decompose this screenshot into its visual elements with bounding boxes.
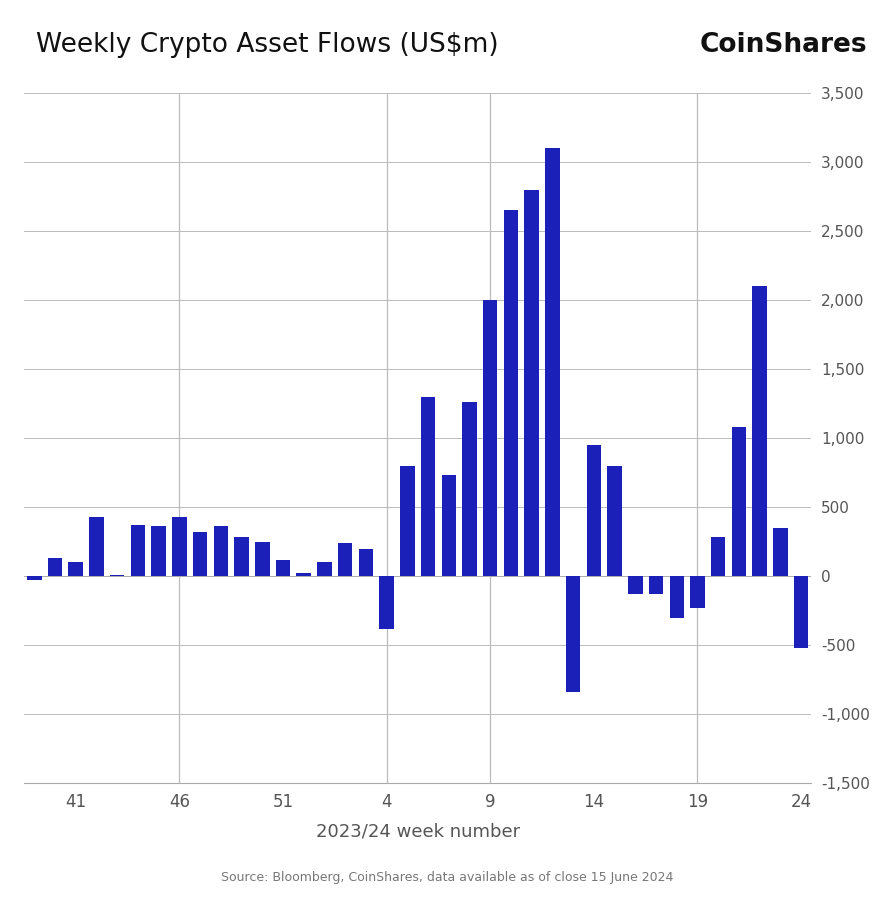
Bar (401, 465, 415, 576)
Bar (47, 558, 63, 576)
Bar (379, 576, 394, 628)
Text: CoinShares: CoinShares (699, 32, 867, 58)
Bar (566, 576, 580, 692)
Bar (773, 527, 788, 576)
X-axis label: 2023/24 week number: 2023/24 week number (316, 822, 519, 840)
Bar (151, 526, 166, 576)
Bar (503, 211, 519, 576)
Bar (131, 525, 145, 576)
Bar (317, 562, 332, 576)
Bar (586, 445, 601, 576)
Bar (27, 576, 41, 580)
Bar (358, 548, 373, 576)
Bar (193, 532, 207, 576)
Bar (794, 576, 808, 648)
Bar (110, 575, 124, 576)
Bar (690, 576, 704, 608)
Bar (442, 475, 456, 576)
Bar (731, 427, 746, 576)
Bar (173, 517, 187, 576)
Bar (545, 148, 560, 576)
Bar (69, 562, 83, 576)
Bar (525, 190, 539, 576)
Bar (753, 286, 767, 576)
Bar (234, 537, 249, 576)
Bar (255, 542, 269, 576)
Bar (421, 397, 435, 576)
Bar (711, 537, 725, 576)
Bar (297, 573, 311, 576)
Bar (214, 526, 228, 576)
Bar (607, 465, 622, 576)
Text: Source: Bloomberg, CoinShares, data available as of close 15 June 2024: Source: Bloomberg, CoinShares, data avai… (221, 871, 673, 884)
Bar (275, 560, 291, 576)
Bar (670, 576, 684, 617)
Bar (338, 543, 352, 576)
Bar (462, 402, 477, 576)
Text: Weekly Crypto Asset Flows (US$m): Weekly Crypto Asset Flows (US$m) (36, 32, 498, 58)
Bar (483, 300, 497, 576)
Bar (628, 576, 643, 594)
Bar (89, 517, 104, 576)
Bar (649, 576, 663, 594)
